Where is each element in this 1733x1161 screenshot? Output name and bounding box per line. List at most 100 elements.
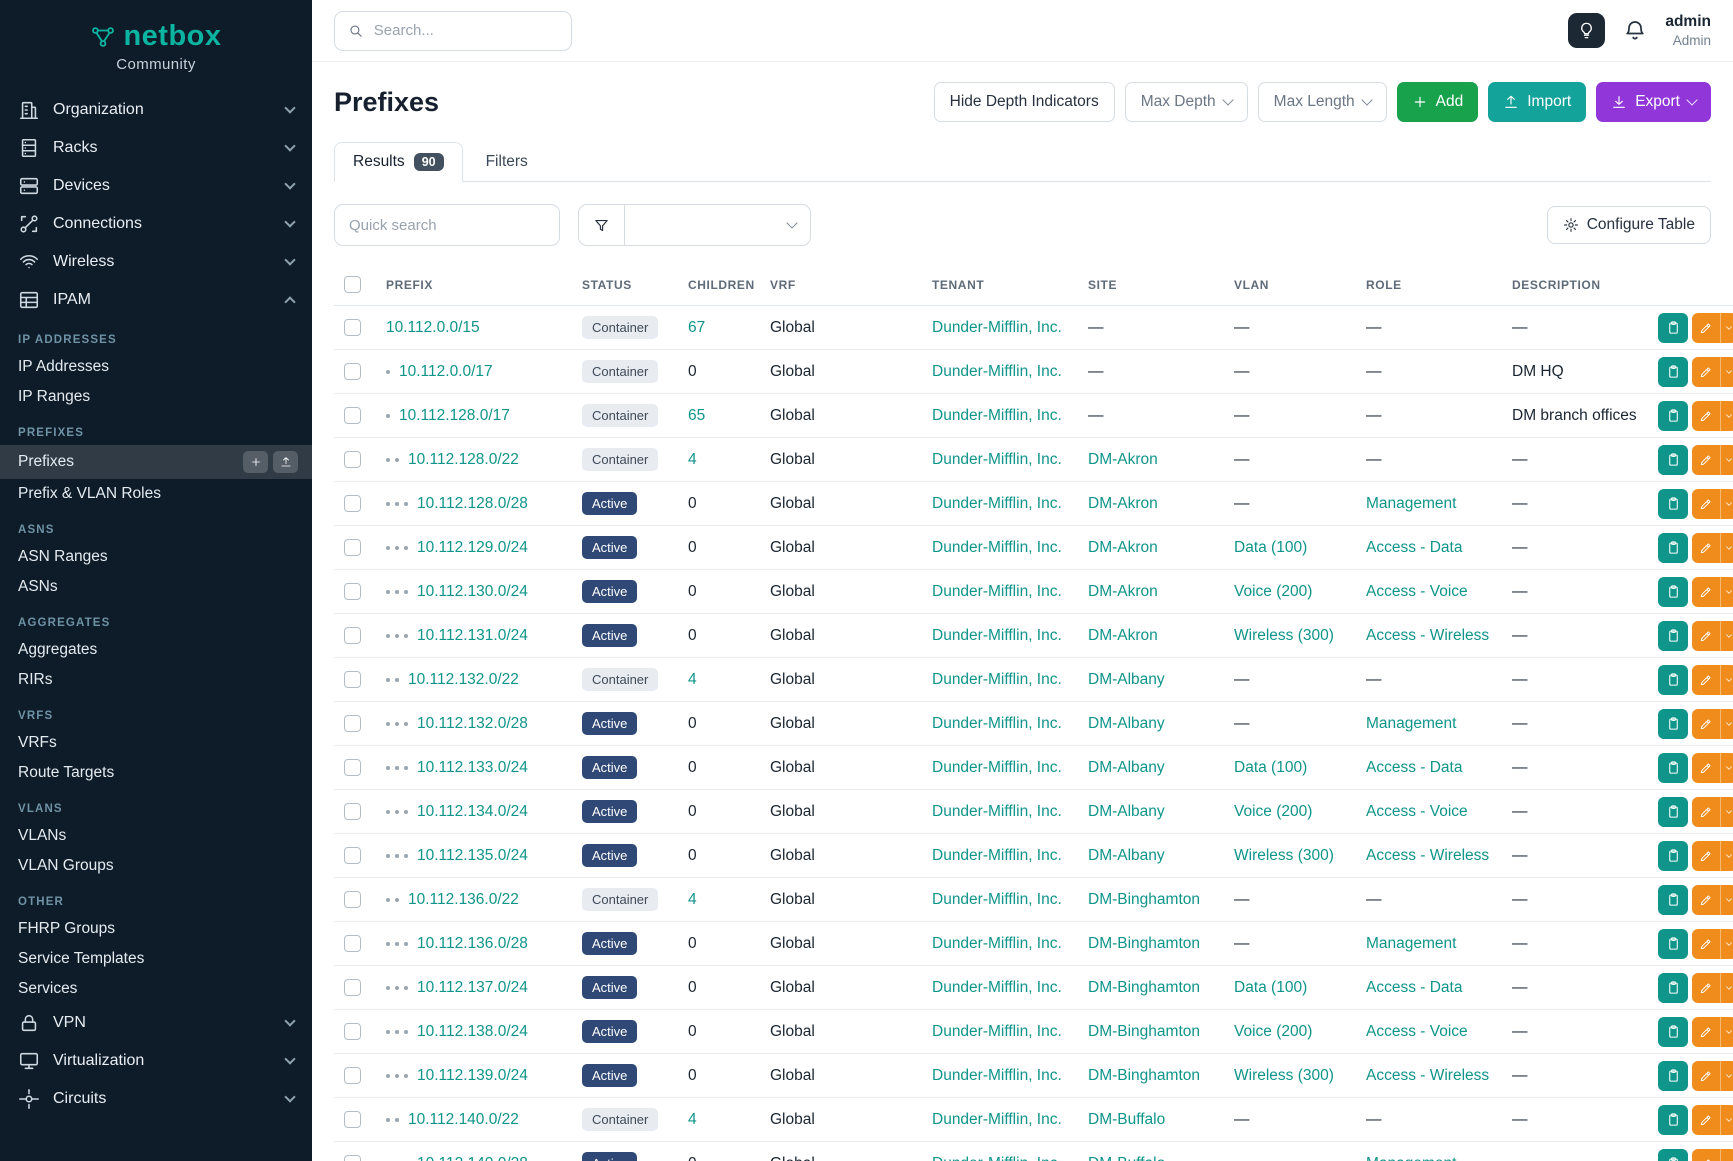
children-count-link[interactable]: 4 xyxy=(688,450,697,468)
quick-search-input[interactable] xyxy=(334,204,560,246)
tenant-link[interactable]: Dunder-Mifflin, Inc. xyxy=(932,758,1062,776)
prefix-link[interactable]: 10.112.137.0/24 xyxy=(417,978,528,996)
site-link[interactable]: DM-Akron xyxy=(1088,626,1158,644)
edit-button[interactable] xyxy=(1692,312,1720,343)
import-button[interactable]: Import xyxy=(1488,82,1587,122)
role-link[interactable]: Management xyxy=(1366,934,1457,952)
edit-dropdown-button[interactable] xyxy=(1720,312,1733,343)
row-checkbox[interactable] xyxy=(344,935,361,952)
export-button[interactable]: Export xyxy=(1596,82,1711,122)
edit-button[interactable] xyxy=(1692,1060,1720,1091)
copy-button[interactable] xyxy=(1658,664,1688,695)
edit-button[interactable] xyxy=(1692,840,1720,871)
vlan-link[interactable]: Voice (200) xyxy=(1234,802,1313,820)
copy-button[interactable] xyxy=(1658,576,1688,607)
vlan-link[interactable]: Data (100) xyxy=(1234,758,1308,776)
vlan-link[interactable]: Wireless (300) xyxy=(1234,1066,1334,1084)
prefix-link[interactable]: 10.112.134.0/24 xyxy=(417,802,528,820)
edit-button[interactable] xyxy=(1692,400,1720,431)
edit-dropdown-button[interactable] xyxy=(1720,1104,1733,1135)
edit-button[interactable] xyxy=(1692,576,1720,607)
edit-dropdown-button[interactable] xyxy=(1720,1060,1733,1091)
sidebar-item-virtualization[interactable]: Virtualization xyxy=(0,1042,312,1080)
edit-button[interactable] xyxy=(1692,796,1720,827)
prefix-link[interactable]: 10.112.0.0/15 xyxy=(386,318,480,336)
edit-button[interactable] xyxy=(1692,1148,1720,1161)
site-link[interactable]: DM-Akron xyxy=(1088,494,1158,512)
edit-dropdown-button[interactable] xyxy=(1720,356,1733,387)
copy-button[interactable] xyxy=(1658,1060,1688,1091)
copy-button[interactable] xyxy=(1658,620,1688,651)
copy-button[interactable] xyxy=(1658,1104,1688,1135)
max-depth-dropdown[interactable]: Max Depth xyxy=(1124,82,1248,122)
site-link[interactable]: DM-Albany xyxy=(1088,670,1165,688)
role-link[interactable]: Access - Data xyxy=(1366,538,1463,556)
edit-dropdown-button[interactable] xyxy=(1720,972,1733,1003)
copy-button[interactable] xyxy=(1658,312,1688,343)
sidebar-item-ip-addresses[interactable]: IP Addresses xyxy=(0,352,312,382)
copy-button[interactable] xyxy=(1658,972,1688,1003)
site-link[interactable]: DM-Albany xyxy=(1088,802,1165,820)
edit-button[interactable] xyxy=(1692,1016,1720,1047)
row-checkbox[interactable] xyxy=(344,671,361,688)
prefix-link[interactable]: 10.112.128.0/17 xyxy=(399,406,510,424)
column-header-description[interactable]: DESCRIPTION xyxy=(1502,264,1648,306)
prefix-link[interactable]: 10.112.136.0/28 xyxy=(417,934,528,952)
tenant-link[interactable]: Dunder-Mifflin, Inc. xyxy=(932,1022,1062,1040)
column-header-role[interactable]: ROLE xyxy=(1356,264,1502,306)
search-input[interactable] xyxy=(373,22,558,39)
copy-button[interactable] xyxy=(1658,708,1688,739)
row-checkbox[interactable] xyxy=(344,539,361,556)
role-link[interactable]: Management xyxy=(1366,714,1457,732)
sidebar-item-organization[interactable]: Organization xyxy=(0,91,312,129)
edit-dropdown-button[interactable] xyxy=(1720,796,1733,827)
quick-add-button[interactable] xyxy=(243,451,268,473)
edit-button[interactable] xyxy=(1692,488,1720,519)
column-header-prefix[interactable]: PREFIX xyxy=(376,264,572,306)
role-link[interactable]: Management xyxy=(1366,1155,1456,1161)
prefix-link[interactable]: 10.112.138.0/24 xyxy=(417,1022,528,1040)
children-count-link[interactable]: 4 xyxy=(688,890,697,908)
site-link[interactable]: DM-Akron xyxy=(1088,450,1158,468)
column-header-status[interactable]: STATUS xyxy=(572,264,678,306)
edit-dropdown-button[interactable] xyxy=(1720,1016,1733,1047)
tenant-link[interactable]: Dunder-Mifflin, Inc. xyxy=(932,582,1062,600)
sidebar-item-route-targets[interactable]: Route Targets xyxy=(0,758,312,788)
sidebar-item-service-templates[interactable]: Service Templates xyxy=(0,944,312,974)
sidebar-item-ip-ranges[interactable]: IP Ranges xyxy=(0,382,312,412)
role-link[interactable]: Access - Wireless xyxy=(1366,1066,1490,1084)
edit-dropdown-button[interactable] xyxy=(1720,928,1733,959)
tab-results[interactable]: Results 90 xyxy=(334,142,463,182)
children-count-link[interactable]: 4 xyxy=(688,1110,697,1128)
sidebar-item-racks[interactable]: Racks xyxy=(0,129,312,167)
role-link[interactable]: Access - Wireless xyxy=(1366,626,1490,644)
edit-button[interactable] xyxy=(1692,752,1720,783)
prefix-link[interactable]: 10.112.133.0/24 xyxy=(417,758,528,776)
vlan-link[interactable]: Wireless (300) xyxy=(1234,846,1334,864)
prefix-link[interactable]: 10.112.0.0/17 xyxy=(399,362,493,380)
children-count-link[interactable]: 67 xyxy=(688,318,706,336)
prefix-link[interactable]: 10.112.131.0/24 xyxy=(417,626,528,644)
sidebar-item-ipam[interactable]: IPAM xyxy=(0,281,312,319)
role-link[interactable]: Access - Voice xyxy=(1366,802,1468,820)
copy-button[interactable] xyxy=(1658,884,1688,915)
copy-button[interactable] xyxy=(1658,796,1688,827)
vlan-link[interactable]: Data (100) xyxy=(1234,978,1308,996)
children-count-link[interactable]: 4 xyxy=(688,670,697,688)
edit-button[interactable] xyxy=(1692,620,1720,651)
filter-button[interactable] xyxy=(578,204,625,246)
theme-toggle-button[interactable] xyxy=(1568,13,1606,48)
copy-button[interactable] xyxy=(1658,928,1688,959)
row-checkbox[interactable] xyxy=(344,495,361,512)
row-checkbox[interactable] xyxy=(344,319,361,336)
copy-button[interactable] xyxy=(1658,400,1688,431)
site-link[interactable]: DM-Buffalo xyxy=(1088,1110,1166,1128)
row-checkbox[interactable] xyxy=(344,1155,361,1161)
edit-button[interactable] xyxy=(1692,928,1720,959)
tenant-link[interactable]: Dunder-Mifflin, Inc. xyxy=(932,1155,1062,1161)
edit-dropdown-button[interactable] xyxy=(1720,620,1733,651)
sidebar-item-vrfs[interactable]: VRFs xyxy=(0,728,312,758)
prefix-link[interactable]: 10.112.128.0/28 xyxy=(417,494,528,512)
row-checkbox[interactable] xyxy=(344,847,361,864)
notifications-button[interactable] xyxy=(1623,19,1647,43)
